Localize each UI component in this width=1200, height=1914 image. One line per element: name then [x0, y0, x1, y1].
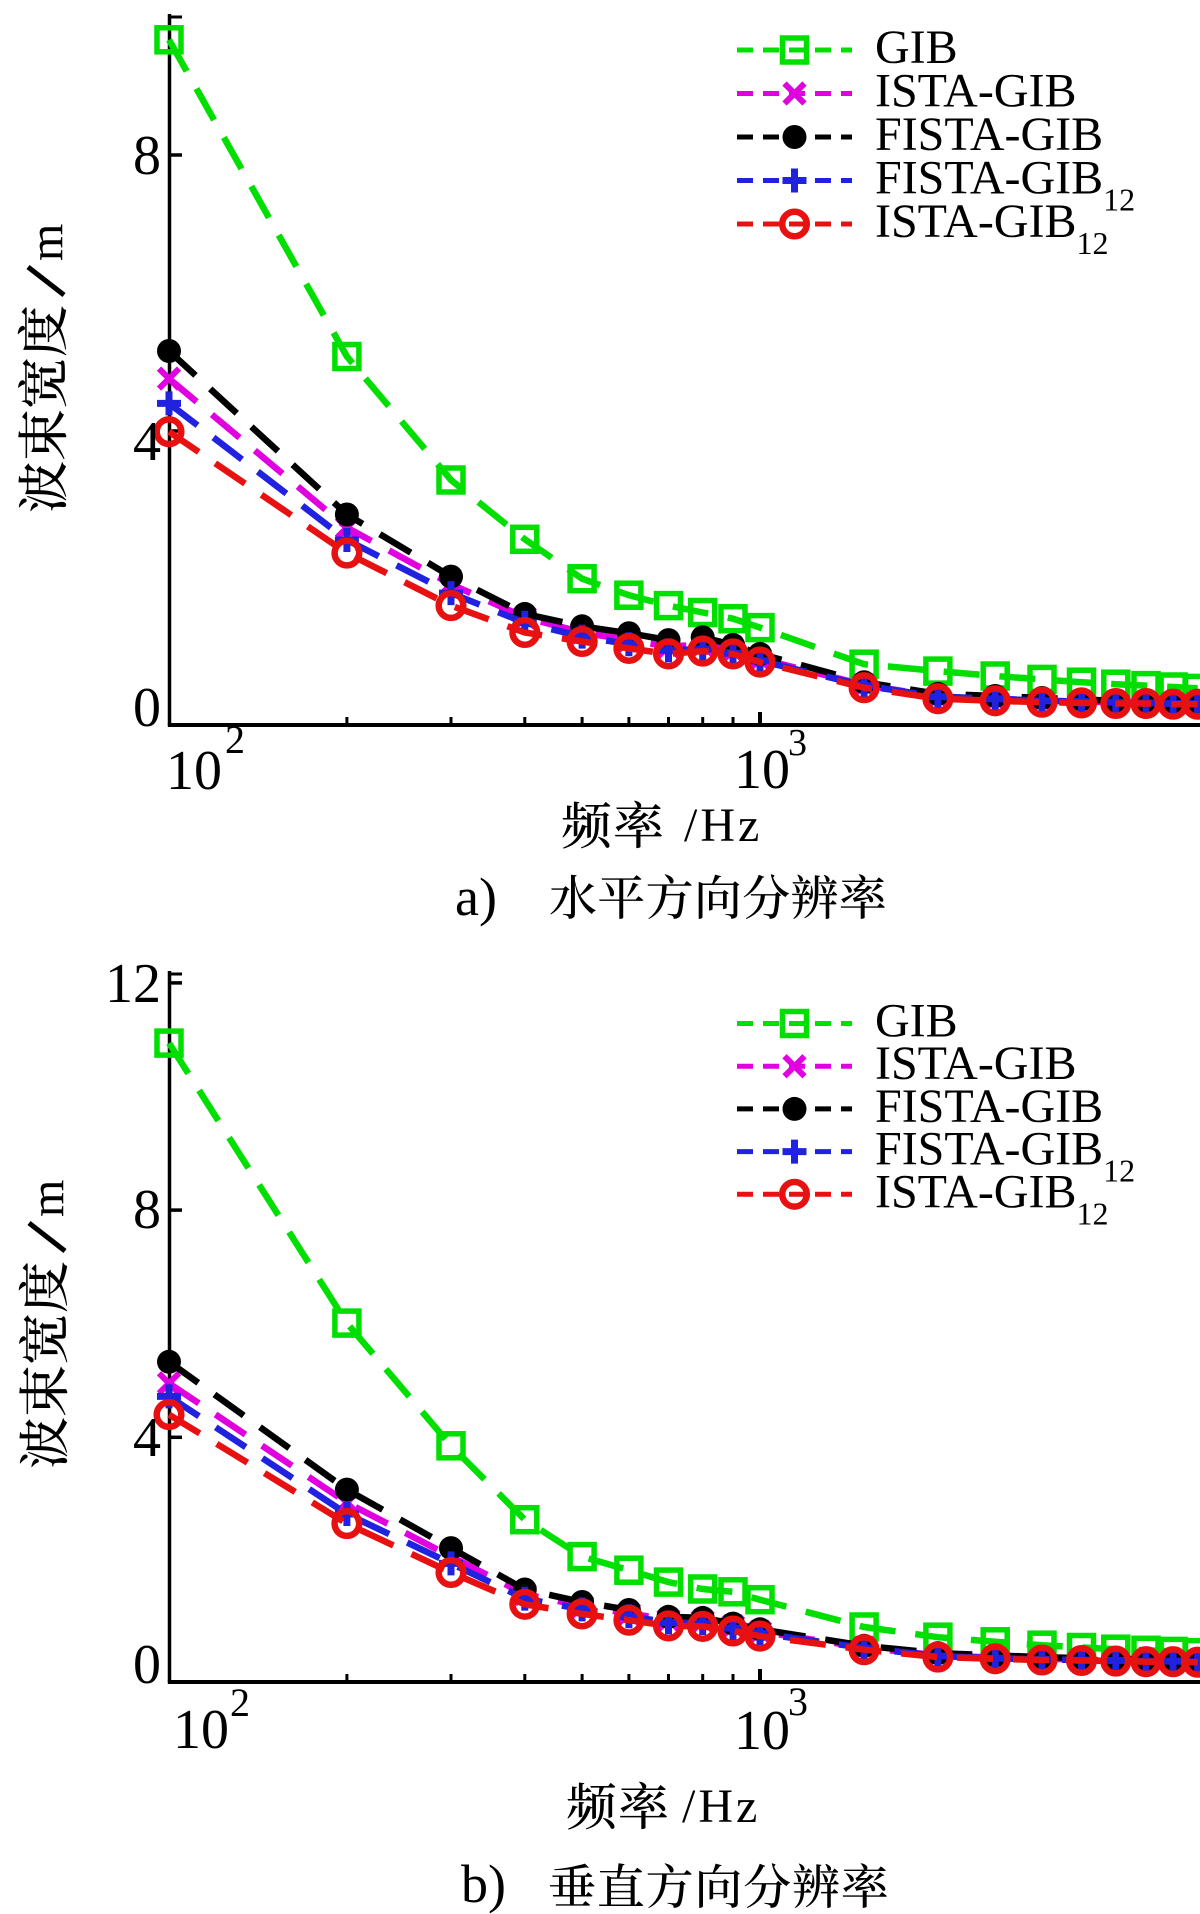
svg-text:ISTA-GIB: ISTA-GIB [875, 1037, 1076, 1090]
svg-text:10: 10 [166, 740, 222, 802]
svg-text:0: 0 [133, 677, 161, 739]
svg-text:8: 8 [133, 125, 161, 187]
svg-text:3: 3 [788, 1679, 808, 1724]
svg-text:GIB: GIB [875, 995, 958, 1048]
svg-text:3: 3 [788, 722, 807, 764]
svg-text:4: 4 [133, 1407, 161, 1469]
svg-text:4: 4 [133, 411, 161, 473]
svg-text:ISTA-GIB12: ISTA-GIB12 [875, 195, 1108, 261]
svg-text:GIB: GIB [875, 21, 958, 74]
svg-text:/Hz: /Hz [684, 799, 762, 852]
svg-text:2: 2 [225, 717, 245, 762]
svg-text:FISTA-GIB: FISTA-GIB [875, 1080, 1103, 1133]
svg-text:0: 0 [133, 1634, 161, 1696]
svg-text:10: 10 [734, 739, 790, 801]
svg-text:m: m [21, 1180, 74, 1217]
svg-text:ISTA-GIB12: ISTA-GIB12 [875, 1165, 1108, 1231]
svg-text:a): a) [455, 867, 497, 927]
svg-text:12: 12 [105, 953, 161, 1015]
svg-text:ISTA-GIB: ISTA-GIB [875, 65, 1076, 118]
svg-text:b): b) [461, 1854, 506, 1914]
svg-text:m: m [20, 224, 73, 261]
svg-text:FISTA-GIB: FISTA-GIB [875, 108, 1103, 161]
svg-text:2: 2 [230, 1680, 250, 1725]
svg-text:8: 8 [133, 1179, 161, 1241]
svg-text:10: 10 [173, 1699, 229, 1761]
svg-text:/Hz: /Hz [682, 1780, 760, 1833]
svg-text:10: 10 [734, 1700, 790, 1762]
